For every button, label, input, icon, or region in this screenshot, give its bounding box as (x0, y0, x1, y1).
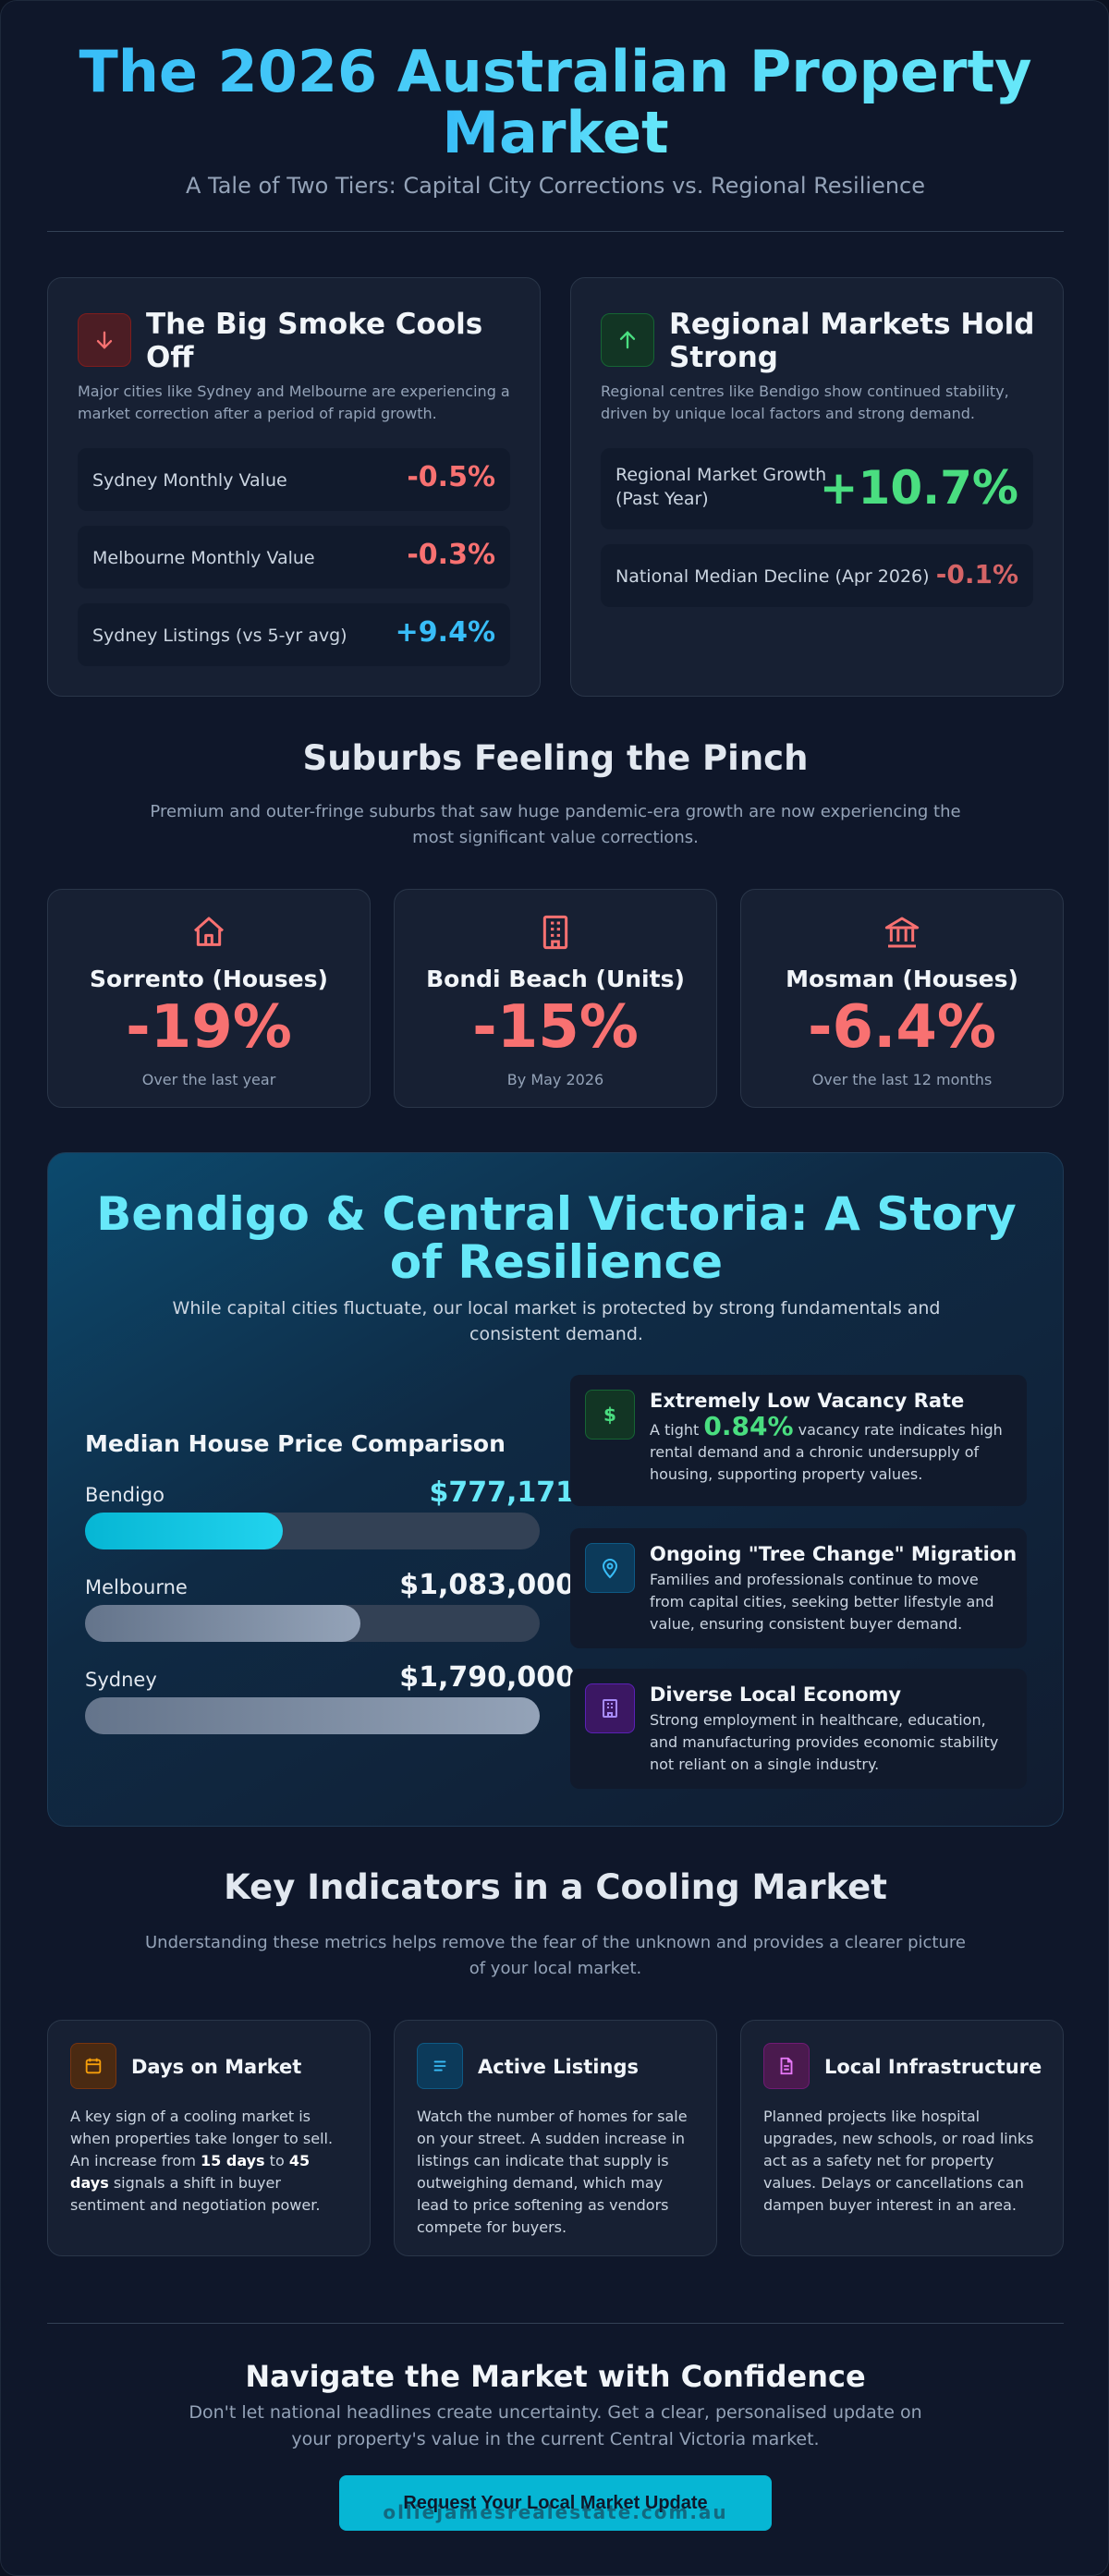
feature-title: Diverse Local Economy (650, 1683, 902, 1706)
arrow-up-icon (601, 313, 654, 367)
stat-row: Sydney Listings (vs 5-yr avg) +9.4% (78, 603, 510, 666)
office-building-icon (585, 1683, 635, 1733)
document-icon (763, 2043, 810, 2089)
price-bar-fill (85, 1605, 360, 1642)
indicator-text: Watch the number of homes for sale on yo… (417, 2108, 688, 2236)
price-value: $1,083,000 (399, 1569, 575, 1601)
suburb-change: -6.4% (807, 993, 997, 1062)
stat-row: Regional Market Growth (Past Year) +10.7… (601, 448, 1033, 529)
feature-card: Diverse Local Economy Strong employment … (570, 1669, 1027, 1789)
suburbs-title: Suburbs Feeling the Pinch (302, 738, 809, 778)
stat-row: Sydney Monthly Value -0.5% (78, 448, 510, 511)
building-icon (542, 915, 568, 950)
bendigo-title: Bendigo & Central Victoria: A Story of R… (96, 1187, 1017, 1289)
capital-cities-card: The Big Smoke Cools Off Major cities lik… (47, 277, 541, 697)
stat-row: National Median Decline (Apr 2026) -0.1% (601, 544, 1033, 607)
suburb-note: By May 2026 (506, 1071, 604, 1088)
feature-title: Extremely Low Vacancy Rate (650, 1390, 965, 1412)
feature-text: A tight 0.84% vacancy rate indicates hig… (650, 1411, 1003, 1484)
indicator-title: Local Infrastructure (824, 2056, 1042, 2078)
suburb-card: Bondi Beach (Units) -15% By May 2026 (394, 889, 717, 1108)
request-update-button[interactable]: Request Your Local Market Update (339, 2475, 772, 2531)
bendigo-subtitle: While capital cities fluctuate, our loca… (172, 1298, 941, 1344)
suburb-change: -15% (472, 993, 639, 1062)
bendigo-section: Bendigo & Central Victoria: A Story of R… (47, 1152, 1064, 1827)
price-comparison-title: Median House Price Comparison (85, 1430, 506, 1457)
regional-markets-card: Regional Markets Hold Strong Regional ce… (570, 277, 1064, 697)
stat-label: National Median Decline (Apr 2026) (615, 566, 930, 587)
list-icon (417, 2043, 463, 2089)
suburb-note: Over the last 12 months (811, 1071, 993, 1088)
price-bar (85, 1605, 540, 1642)
cta-title: Navigate the Market with Confidence (245, 2359, 866, 2394)
feature-card: $ Extremely Low Vacancy Rate A tight 0.8… (570, 1375, 1027, 1506)
capital-card-description: Major cities like Sydney and Melbourne a… (78, 383, 510, 422)
calendar-icon (70, 2043, 116, 2089)
stat-value: -0.3% (407, 539, 495, 571)
feature-text: Families and professionals continue to m… (650, 1571, 994, 1633)
price-bar (85, 1697, 540, 1734)
price-bar-fill (85, 1697, 540, 1734)
indicator-title: Days on Market (131, 2056, 302, 2078)
feature-text: Strong employment in healthcare, educati… (650, 1711, 999, 1773)
suburb-name: Bondi Beach (Units) (426, 966, 685, 992)
indicator-title: Active Listings (478, 2056, 639, 2078)
stat-label: Melbourne Monthly Value (92, 548, 315, 568)
stat-label: Regional Market Growth (Past Year) (615, 465, 827, 509)
indicator-card: Days on Market A key sign of a cooling m… (47, 2020, 371, 2256)
dollar-icon: $ (585, 1390, 635, 1440)
divider (47, 231, 1064, 232)
capital-card-title: The Big Smoke Cools Off (146, 308, 483, 374)
regional-card-description: Regional centres like Bendigo show conti… (601, 383, 1009, 422)
stat-label: Sydney Monthly Value (92, 470, 287, 491)
house-icon (194, 917, 224, 946)
stat-value: +10.7% (819, 461, 1018, 515)
price-city-label: Sydney (85, 1669, 157, 1691)
page-title-line1: The 2026 Australian Property (79, 38, 1032, 105)
cta-subtitle: Don't let national headlines create unce… (189, 2402, 922, 2449)
vacancy-rate: 0.84% (703, 1411, 794, 1441)
stat-value: -0.1% (935, 559, 1018, 589)
indicator-card: Local Infrastructure Planned projects li… (740, 2020, 1064, 2256)
indicators-title: Key Indicators in a Cooling Market (224, 1867, 887, 1907)
suburb-name: Mosman (Houses) (786, 966, 1018, 992)
stat-value: +9.4% (395, 616, 495, 649)
stat-row: Melbourne Monthly Value -0.3% (78, 526, 510, 589)
feature-card: Ongoing "Tree Change" Migration Families… (570, 1528, 1027, 1648)
suburb-card: Mosman (Houses) -6.4% Over the last 12 m… (740, 889, 1064, 1108)
indicator-text: A key sign of a cooling market is when p… (70, 2108, 334, 2214)
suburb-change: -19% (126, 993, 292, 1062)
stat-value: -0.5% (407, 461, 495, 493)
suburb-note: Over the last year (141, 1071, 276, 1088)
bank-icon (884, 917, 920, 948)
arrow-down-icon (78, 313, 131, 367)
suburb-name: Sorrento (Houses) (90, 966, 328, 992)
indicators-subtitle: Understanding these metrics helps remove… (145, 1933, 966, 1978)
indicator-text: Planned projects like hospital upgrades,… (763, 2108, 1034, 2214)
price-value: $1,790,000 (399, 1661, 575, 1694)
page-title: The 2026 Australian Property Market (1, 42, 1108, 166)
page-subtitle: A Tale of Two Tiers: Capital City Correc… (185, 173, 925, 199)
price-city-label: Bendigo (85, 1484, 165, 1506)
indicator-card: Active Listings Watch the number of home… (394, 2020, 717, 2256)
map-pin-icon (585, 1543, 635, 1593)
price-bar (85, 1513, 540, 1549)
price-value: $777,171 (429, 1476, 575, 1509)
regional-card-title: Regional Markets Hold Strong (669, 308, 1035, 374)
divider (47, 2323, 1064, 2324)
feature-title: Ongoing "Tree Change" Migration (650, 1543, 1018, 1565)
price-bar-fill (85, 1513, 283, 1549)
stat-label: Sydney Listings (vs 5-yr avg) (92, 626, 347, 646)
page-title-line2: Market (442, 99, 669, 166)
price-city-label: Melbourne (85, 1576, 188, 1598)
suburbs-subtitle: Premium and outer-fringe suburbs that sa… (150, 802, 961, 847)
suburb-card: Sorrento (Houses) -19% Over the last yea… (47, 889, 371, 1108)
